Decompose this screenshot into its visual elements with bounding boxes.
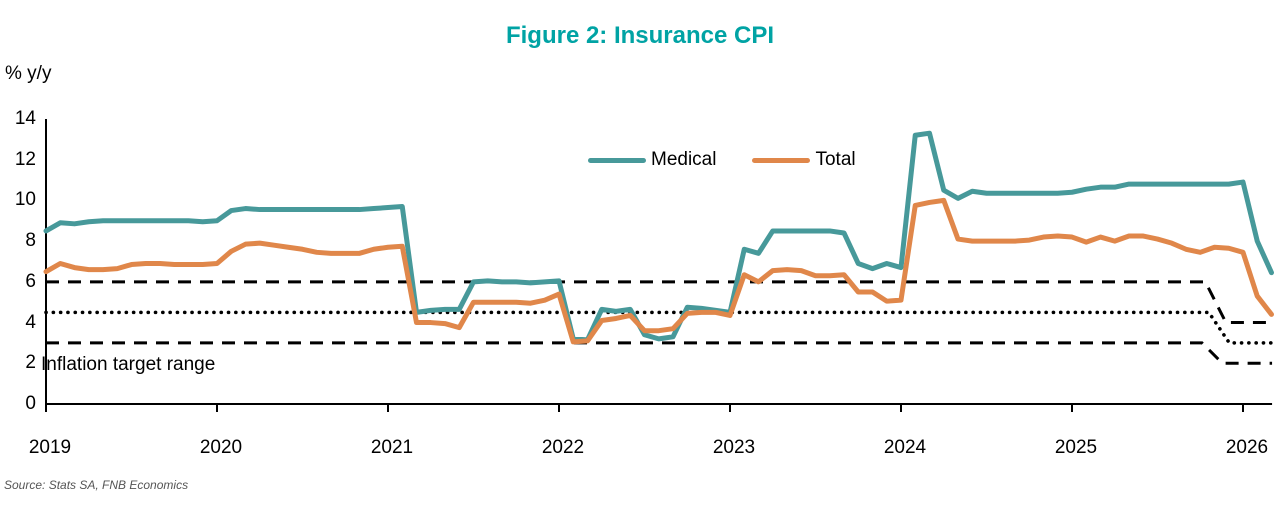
x-tick-label: 2024 — [883, 437, 927, 458]
y-axis-tick-labels: 0 2 4 6 8 10 12 14 — [0, 0, 36, 520]
y-tick-label: 8 — [25, 230, 36, 252]
y-tick-label: 0 — [25, 393, 36, 414]
x-tick-label: 2022 — [541, 437, 585, 458]
target-line-range-lower — [46, 341, 1273, 365]
legend-medical-line-swatch — [588, 157, 646, 163]
x-tick-label: 2020 — [199, 437, 243, 458]
chart-title: Figure 2: Insurance CPI — [505, 22, 775, 49]
target-line-range-upper — [46, 280, 1273, 325]
y-axis-unit-label: % y/y — [5, 63, 52, 84]
x-axis-tick-labels: 2019 2020 2021 2022 2023 2024 2025 2026 — [0, 437, 1280, 463]
series-line-medical — [43, 130, 1274, 343]
y-tick-label: 14 — [14, 107, 36, 129]
legend-total-label: Total — [815, 149, 856, 170]
legend-item-medical: Medical — [588, 149, 716, 171]
y-tick-label: 10 — [14, 189, 36, 211]
y-tick-label: 6 — [25, 270, 36, 292]
series-line-total — [43, 197, 1274, 345]
legend-total-line-swatch — [752, 157, 811, 163]
source-note: Source: Stats SA, FNB Economics — [4, 478, 189, 492]
inflation-target-range-label: Inflation target range — [41, 354, 216, 375]
y-tick-label: 4 — [25, 311, 36, 333]
x-tick-label: 2026 — [1225, 437, 1269, 458]
legend: Medical Total — [588, 149, 856, 171]
legend-medical-label: Medical — [651, 149, 717, 170]
legend-item-total: Total — [752, 149, 856, 171]
y-tick-label: 12 — [14, 148, 36, 170]
x-tick-label: 2019 — [28, 437, 72, 458]
x-tick-label: 2023 — [712, 437, 756, 458]
y-tick-label: 2 — [25, 352, 36, 374]
target-line-midpoint — [44, 310, 1274, 345]
x-tick-label: 2021 — [370, 437, 414, 458]
x-tick-label: 2025 — [1054, 437, 1098, 458]
